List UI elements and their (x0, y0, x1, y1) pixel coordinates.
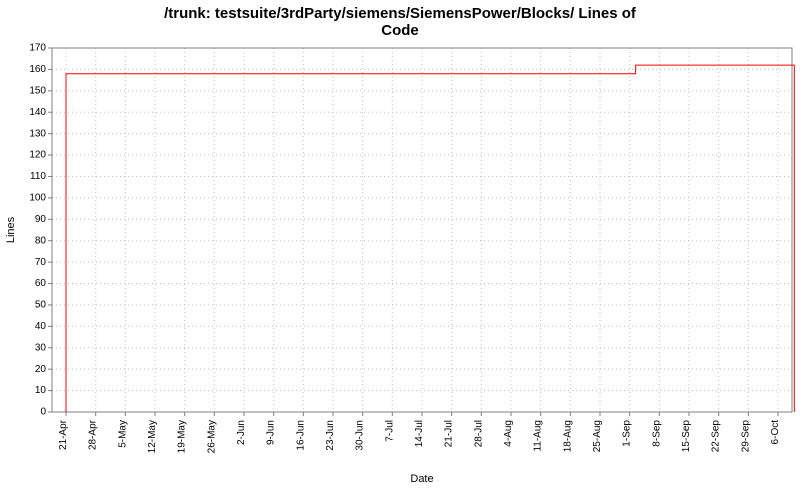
x-tick-label: 25-Aug (592, 420, 603, 452)
x-tick-label: 1-Sep (622, 420, 633, 447)
x-tick-label: 28-Jul (473, 420, 484, 447)
x-tick-label: 29-Sep (740, 420, 751, 453)
x-tick-label: 8-Sep (651, 420, 662, 447)
x-tick-label: 9-Jun (266, 420, 277, 445)
y-tick-label: 10 (35, 385, 47, 396)
x-tick-label: 21-Apr (58, 419, 69, 450)
y-tick-label: 20 (35, 364, 47, 375)
x-tick-label: 21-Jul (444, 420, 455, 447)
x-tick-label: 2-Jun (236, 420, 247, 445)
y-axis-label: Lines (5, 216, 17, 243)
x-tick-label: 14-Jul (414, 420, 425, 447)
x-tick-label: 23-Jun (325, 420, 336, 451)
x-axis-label: Date (410, 473, 433, 485)
x-tick-label: 18-Aug (562, 420, 573, 452)
x-tick-label: 12-May (147, 420, 158, 453)
x-tick-label: 28-Apr (88, 419, 99, 450)
x-tick-label: 7-Jul (384, 420, 395, 442)
x-tick-label: 5-May (117, 420, 128, 448)
x-tick-label: 15-Sep (681, 420, 692, 453)
line-chart: /trunk: testsuite/3rdParty/siemens/Sieme… (0, 0, 800, 500)
y-tick-label: 80 (35, 235, 47, 246)
y-tick-label: 0 (40, 407, 46, 418)
y-tick-label: 160 (29, 64, 46, 75)
y-tick-label: 50 (35, 300, 47, 311)
y-tick-label: 30 (35, 342, 47, 353)
y-tick-label: 40 (35, 321, 47, 332)
chart-container: /trunk: testsuite/3rdParty/siemens/Sieme… (0, 0, 800, 500)
y-tick-label: 150 (29, 85, 46, 96)
y-tick-label: 90 (35, 214, 47, 225)
y-tick-label: 120 (29, 150, 46, 161)
y-tick-label: 100 (29, 193, 46, 204)
x-tick-label: 30-Jun (355, 420, 366, 451)
x-tick-label: 22-Sep (711, 420, 722, 453)
y-tick-label: 130 (29, 128, 46, 139)
x-tick-label: 26-May (206, 420, 217, 453)
x-tick-label: 11-Aug (533, 420, 544, 452)
x-tick-label: 4-Aug (503, 420, 514, 447)
y-tick-label: 60 (35, 278, 47, 289)
y-tick-label: 140 (29, 107, 46, 118)
x-tick-label: 19-May (177, 420, 188, 453)
y-tick-label: 110 (30, 171, 46, 182)
x-tick-label: 6-Oct (770, 420, 781, 445)
y-tick-label: 70 (35, 257, 47, 268)
x-tick-label: 16-Jun (295, 420, 306, 451)
y-tick-label: 170 (29, 43, 46, 54)
